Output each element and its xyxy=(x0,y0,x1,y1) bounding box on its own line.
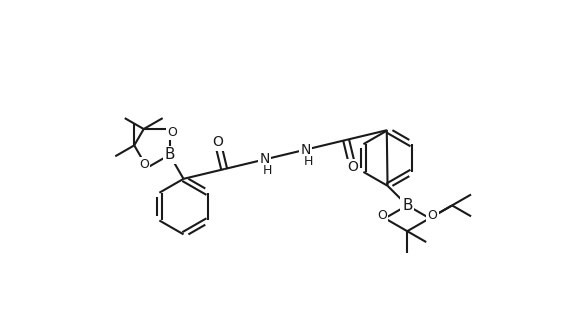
Text: H: H xyxy=(303,155,313,168)
Text: O: O xyxy=(347,160,358,174)
Text: N: N xyxy=(260,152,270,166)
Text: O: O xyxy=(212,135,223,149)
Text: B: B xyxy=(164,147,175,162)
Text: N: N xyxy=(300,143,310,157)
Text: O: O xyxy=(377,209,387,222)
Text: B: B xyxy=(402,198,413,213)
Text: O: O xyxy=(139,158,149,171)
Text: O: O xyxy=(168,126,178,138)
Text: H: H xyxy=(263,165,272,177)
Text: O: O xyxy=(427,209,437,222)
